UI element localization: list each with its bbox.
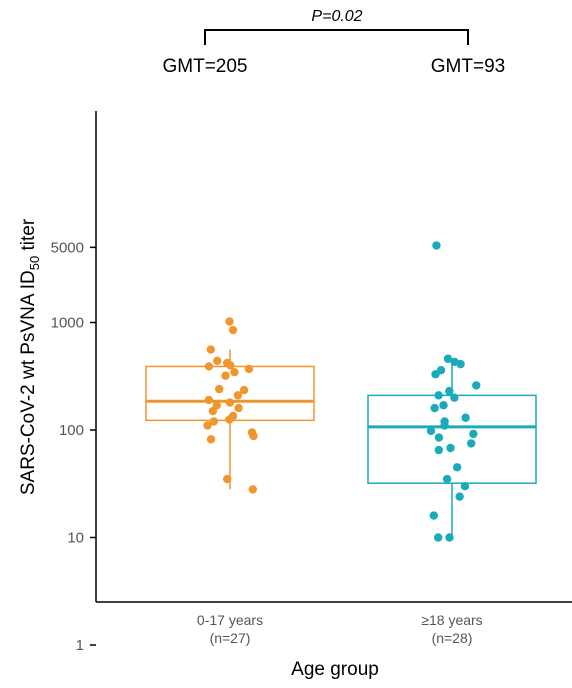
- x-tick-n-group-1: (n=27): [210, 630, 251, 646]
- y-tick-label: 10: [67, 530, 84, 547]
- gmt-label-group-1: GMT=205: [162, 56, 247, 77]
- data-point: [452, 463, 462, 472]
- data-point: [434, 391, 443, 400]
- y-axis-title-main: SARS-CoV-2 wt PsVNA ID: [18, 270, 39, 495]
- data-point: [450, 393, 459, 402]
- data-point: [221, 371, 230, 380]
- data-point: [431, 370, 440, 379]
- data-point: [469, 429, 478, 439]
- data-point: [443, 354, 453, 363]
- data-point: [430, 403, 439, 413]
- y-tick-label: 5000: [51, 239, 84, 256]
- data-point: [460, 482, 470, 491]
- data-point: [206, 345, 215, 354]
- data-point: [445, 533, 454, 542]
- p-value-label: P=0.02: [311, 8, 362, 25]
- plot-area: [145, 241, 537, 542]
- data-point: [461, 413, 470, 422]
- y-axis-title-end: titer: [18, 218, 39, 256]
- y-tick-label: 1: [76, 637, 84, 654]
- box-iqr: [145, 365, 315, 422]
- data-point: [467, 439, 476, 448]
- data-point: [225, 317, 234, 326]
- data-point: [244, 364, 254, 374]
- data-point: [209, 417, 219, 426]
- data-point: [234, 403, 243, 413]
- data-point: [204, 395, 214, 405]
- gmt-label-group-2: GMT=93: [431, 56, 505, 77]
- data-point: [455, 492, 464, 501]
- data-point: [225, 415, 234, 424]
- data-point: [203, 421, 212, 430]
- y-tick-label: 1000: [51, 315, 84, 332]
- box-group-1: [145, 317, 315, 494]
- x-tick-label-group-1: 0-17 years: [197, 612, 263, 628]
- data-point: [226, 361, 235, 370]
- data-point: [239, 385, 249, 395]
- data-point: [472, 381, 481, 390]
- data-point: [248, 485, 257, 494]
- data-point: [212, 356, 222, 366]
- data-point: [249, 431, 258, 441]
- data-point: [440, 421, 449, 430]
- data-point: [456, 359, 465, 369]
- box-iqr: [367, 394, 537, 484]
- data-point: [442, 474, 452, 484]
- data-point: [225, 398, 235, 407]
- data-point: [215, 384, 224, 394]
- data-point: [426, 426, 436, 436]
- y-axis-ticks: 1 10 100 1000 5000: [51, 239, 96, 654]
- data-point: [204, 362, 214, 371]
- data-point: [208, 406, 218, 416]
- data-point: [429, 511, 439, 520]
- data-point: [230, 367, 239, 377]
- data-point: [223, 474, 232, 484]
- x-tick-label-group-2: ≥18 years: [421, 612, 482, 628]
- significance-bracket: [204, 29, 469, 45]
- data-point: [445, 386, 454, 396]
- data-point: [434, 445, 444, 455]
- box-group-2: [367, 241, 537, 542]
- x-axis-title: Age group: [291, 659, 379, 680]
- data-point: [233, 391, 243, 400]
- y-axis-title: SARS-CoV-2 wt PsVNA ID50 titer: [18, 218, 42, 495]
- data-point: [433, 533, 443, 542]
- data-point: [446, 443, 455, 453]
- y-axis-title-subscript: 50: [27, 256, 42, 270]
- x-tick-n-group-2: (n=28): [432, 630, 473, 646]
- data-point: [432, 241, 441, 250]
- data-point: [439, 401, 448, 410]
- y-tick-label: 100: [59, 422, 84, 439]
- data-point: [434, 433, 444, 442]
- data-point: [206, 435, 216, 444]
- data-point: [228, 325, 238, 335]
